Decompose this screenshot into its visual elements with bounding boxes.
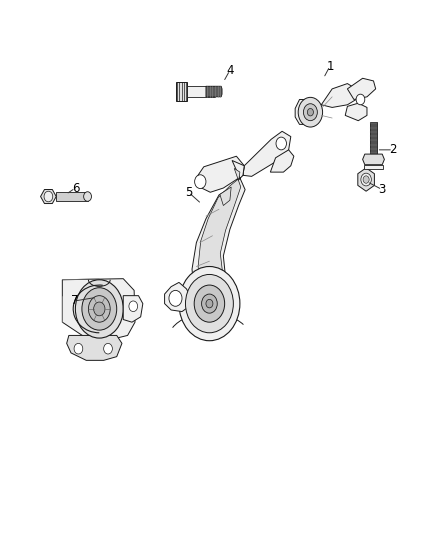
Circle shape [75, 280, 123, 338]
Polygon shape [358, 168, 374, 191]
Text: 4: 4 [226, 64, 233, 77]
Circle shape [307, 109, 314, 116]
Circle shape [304, 104, 318, 120]
Circle shape [74, 343, 83, 354]
Circle shape [185, 274, 233, 333]
Circle shape [169, 290, 182, 306]
Circle shape [356, 94, 365, 105]
Polygon shape [67, 335, 122, 360]
Text: 6: 6 [72, 182, 79, 195]
Circle shape [82, 288, 117, 330]
Circle shape [179, 266, 240, 341]
Polygon shape [206, 86, 222, 97]
Circle shape [104, 343, 113, 354]
Polygon shape [56, 192, 88, 201]
Polygon shape [347, 78, 376, 100]
Polygon shape [270, 150, 294, 172]
Polygon shape [165, 282, 191, 312]
Polygon shape [192, 160, 245, 305]
Polygon shape [243, 131, 291, 176]
Text: 1: 1 [326, 60, 334, 72]
Polygon shape [187, 86, 215, 97]
Polygon shape [198, 168, 241, 297]
Circle shape [88, 296, 110, 322]
Circle shape [201, 294, 217, 313]
Polygon shape [363, 154, 385, 165]
Polygon shape [41, 190, 56, 204]
Circle shape [129, 301, 138, 312]
Circle shape [94, 302, 105, 316]
Polygon shape [177, 82, 187, 101]
Polygon shape [220, 187, 231, 206]
Text: 3: 3 [378, 183, 386, 196]
Circle shape [298, 98, 322, 127]
Text: 7: 7 [71, 294, 78, 308]
Text: 5: 5 [185, 186, 192, 199]
Circle shape [206, 300, 213, 308]
Circle shape [84, 192, 92, 201]
Circle shape [361, 173, 371, 186]
Polygon shape [364, 165, 383, 169]
Polygon shape [62, 279, 135, 339]
Circle shape [276, 137, 286, 150]
Polygon shape [123, 296, 143, 322]
Polygon shape [370, 122, 377, 154]
Polygon shape [197, 156, 244, 192]
Polygon shape [345, 103, 367, 120]
Circle shape [194, 285, 225, 322]
Polygon shape [321, 84, 356, 108]
Circle shape [363, 176, 369, 183]
Polygon shape [295, 100, 321, 124]
Circle shape [44, 191, 53, 202]
Circle shape [194, 175, 206, 189]
Text: 2: 2 [389, 143, 397, 156]
